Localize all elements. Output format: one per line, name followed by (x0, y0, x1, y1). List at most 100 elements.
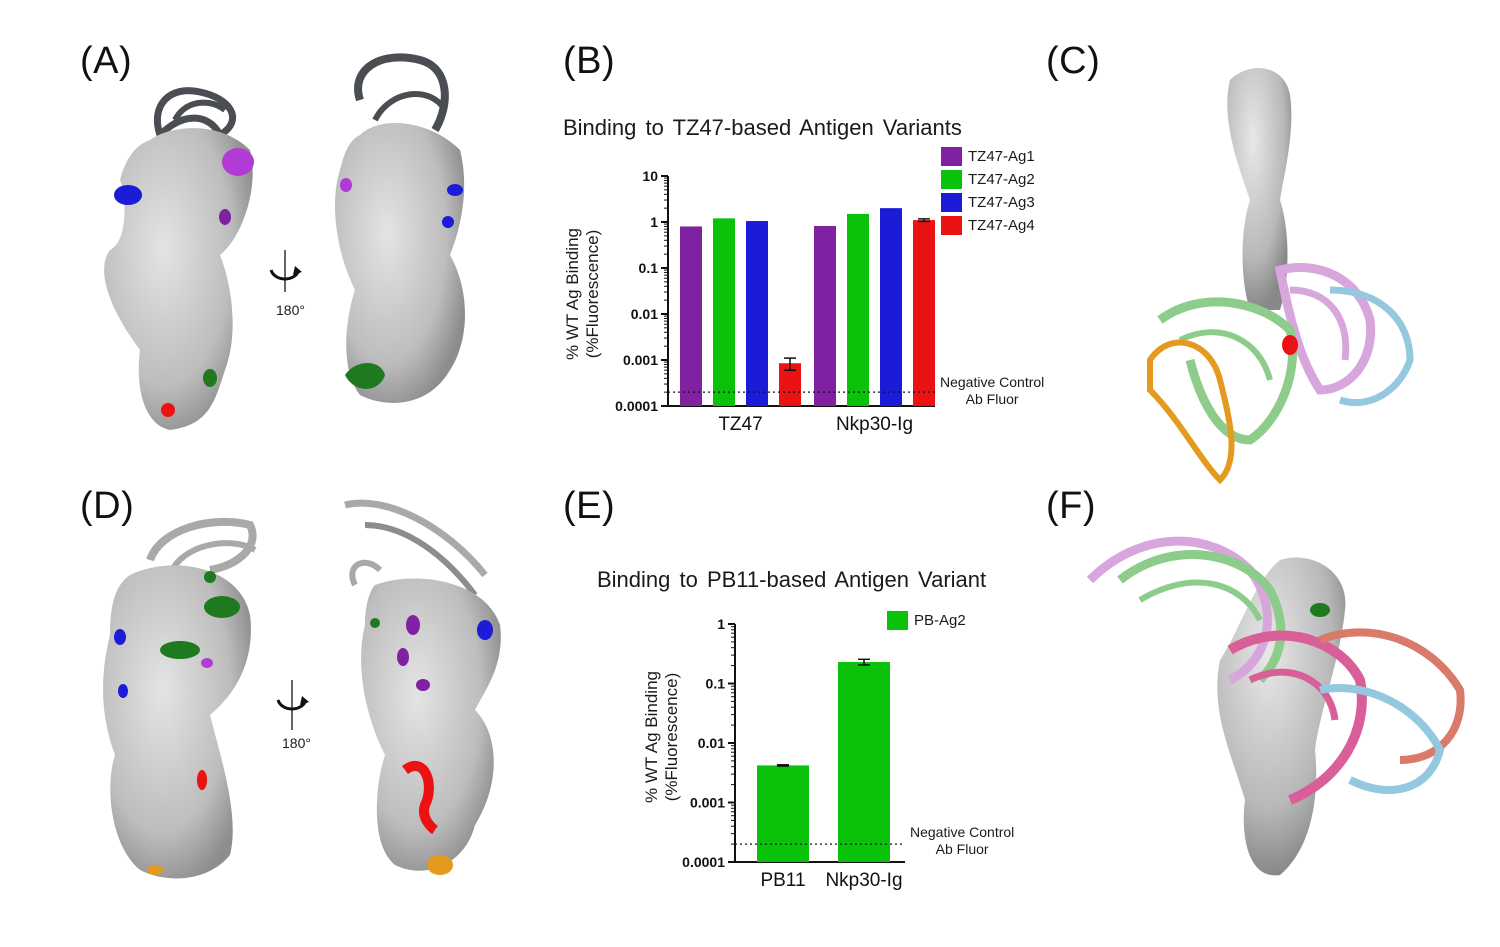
ribbon-light-green (1138, 579, 1263, 622)
patch-orange (147, 865, 163, 875)
panel-label-f: (F) (1046, 485, 1097, 527)
x-tick-label: TZ47 (718, 414, 762, 435)
ribbon-domain (146, 518, 257, 574)
legend-item: PB-Ag2 (887, 609, 966, 632)
legend-item: TZ47-Ag3 (941, 191, 1035, 214)
patch-green (370, 618, 380, 628)
neg-line1: Negative Control (940, 374, 1045, 390)
legend-label: PB-Ag2 (914, 612, 966, 629)
patch-blue (118, 684, 128, 698)
structure-f (1080, 510, 1490, 900)
protein-surface (1227, 68, 1292, 310)
protein-surface (103, 565, 251, 879)
y-tick-label: 0.1 (639, 260, 659, 276)
patch-red (161, 403, 175, 417)
legend-swatch (941, 216, 962, 235)
patch-green (203, 369, 217, 387)
legend-swatch (941, 193, 962, 212)
rotation-arrow-bottom (272, 680, 312, 740)
protein-surface (361, 578, 501, 871)
protein-surface (335, 123, 465, 403)
patch-orange (427, 855, 453, 875)
ribbon-orange (1147, 339, 1235, 485)
neg-line2: Ab Fluor (935, 841, 989, 857)
y-tick-label: 0.01 (631, 306, 658, 322)
bar-tz47-ag3-tz47 (746, 221, 768, 406)
patch-green (204, 571, 216, 583)
chart-b-title: Binding to TZ47-based Antigen Variants (563, 115, 962, 140)
ribbon-light-green (1117, 550, 1286, 684)
neg-line1: Negative Control (910, 824, 1015, 840)
chart-e: 0.0001 0.001 0.01 0.1 1 PB11 Nkp30-Ig (680, 610, 940, 900)
patch-blue (442, 216, 454, 228)
legend-swatch (941, 147, 962, 166)
structure-c (1140, 60, 1440, 490)
patch-purple (222, 148, 254, 176)
chart-e-negative-control-note: Negative Control Ab Fluor (910, 824, 1014, 858)
patch-purple (416, 679, 430, 691)
patch-dark-green (1310, 603, 1330, 617)
bar-tz47-ag2-tz47 (713, 218, 735, 406)
ribbon-domain (172, 99, 227, 122)
ribbon-light-blue (1329, 286, 1414, 407)
rotation-label-top: 180° (276, 302, 305, 318)
patch-green (160, 641, 200, 659)
patch-red (402, 761, 438, 835)
legend-swatch (941, 170, 962, 189)
bar-tz47-ag4-nkp30-ig (913, 220, 935, 406)
legend-label: TZ47-Ag2 (968, 171, 1035, 188)
patch-purple (397, 648, 409, 666)
patch-green (345, 362, 385, 389)
ribbon-domain (153, 87, 236, 142)
y-tick-label: 0.001 (623, 352, 658, 368)
patch-purple (219, 209, 231, 225)
x-tick-label: PB11 (760, 870, 805, 891)
bar-tz47-ag4-tz47 (779, 363, 801, 406)
legend-item: TZ47-Ag1 (941, 145, 1035, 168)
bar-tz47-ag2-nkp30-ig (847, 213, 869, 406)
legend-item: TZ47-Ag2 (941, 168, 1035, 191)
neg-line2: Ab Fluor (965, 391, 1019, 407)
x-tick-label: Nkp30-Ig (836, 414, 913, 435)
patch-purple (406, 615, 420, 635)
bar-pb-ag2-nkp30-ig (838, 661, 890, 862)
panel-label-b: (B) (563, 40, 616, 82)
patch-purple (201, 658, 213, 668)
chart-e-legend: PB-Ag2 (887, 609, 966, 632)
chart-e-ylabel-line1: % WT Ag Binding (642, 671, 661, 803)
ribbon-hot-pink (1227, 630, 1367, 805)
legend-label: TZ47-Ag4 (968, 217, 1035, 234)
panel-label-d: (D) (80, 485, 135, 527)
chart-e-ylabel-line2: (%Fluorescence) (662, 672, 681, 802)
patch-blue (114, 629, 126, 645)
panel-label-c: (C) (1046, 40, 1101, 82)
structure-d-back (325, 485, 525, 895)
y-tick-label: 0.01 (698, 735, 725, 751)
legend-label: TZ47-Ag3 (968, 194, 1035, 211)
patch-blue (114, 185, 142, 205)
chart-b-ylabel-line1: % WT Ag Binding (563, 228, 582, 360)
y-tick-label: 1 (717, 616, 725, 632)
protein-surface (104, 128, 253, 430)
patch-blue (447, 184, 463, 196)
structure-d-front (90, 515, 270, 885)
chart-e-title: Binding to PB11-based Antigen Variant (597, 567, 987, 592)
bar-pb-ag2-pb11 (757, 765, 809, 862)
y-tick-label: 1 (650, 214, 658, 230)
y-tick-label: 0.1 (706, 676, 726, 692)
patch-red (197, 770, 207, 790)
ribbon-domain (364, 522, 478, 597)
ribbon-domain (349, 559, 383, 587)
y-tick-label: 0.0001 (682, 854, 725, 870)
legend-label: TZ47-Ag1 (968, 148, 1035, 165)
chart-b-legend: TZ47-Ag1 TZ47-Ag2 TZ47-Ag3 TZ47-Ag4 (941, 145, 1035, 237)
ribbon-light-green (1178, 329, 1273, 381)
x-tick-label: Nkp30-Ig (825, 870, 902, 891)
ribbon-light-green (1157, 297, 1298, 445)
chart-b-negative-control-note: Negative Control Ab Fluor (940, 374, 1044, 408)
patch-green (204, 596, 240, 618)
panel-label-e: (E) (563, 485, 616, 527)
structure-a-front (90, 80, 260, 440)
ribbon-domain (372, 91, 448, 122)
bar-tz47-ag1-nkp30-ig (814, 225, 836, 406)
